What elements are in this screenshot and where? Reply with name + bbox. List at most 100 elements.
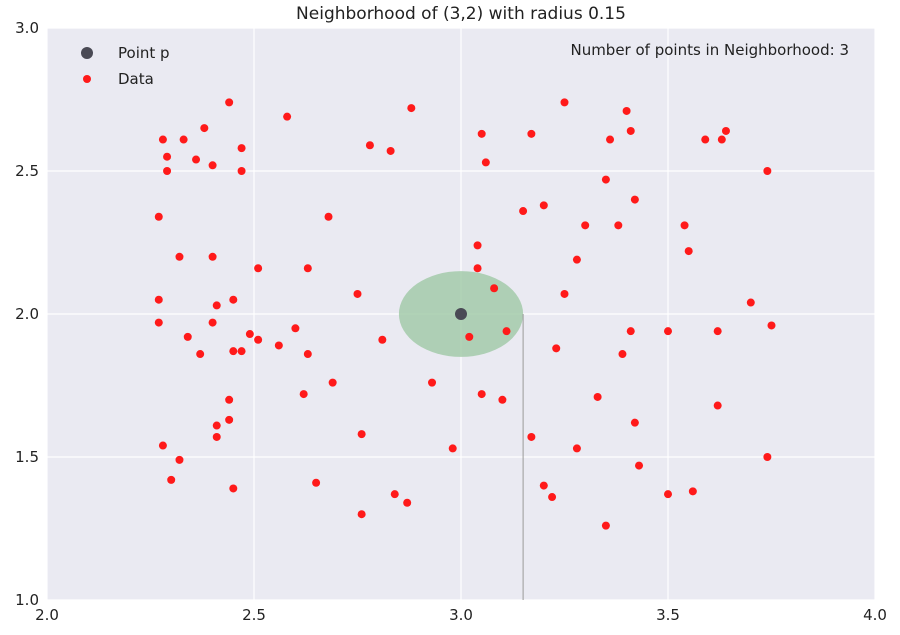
data-point-35 (328, 378, 337, 387)
data-point-16 (208, 252, 217, 261)
data-point-22 (208, 318, 217, 327)
data-point-90 (721, 126, 730, 135)
data-point-55 (473, 264, 482, 273)
data-point-4 (179, 135, 188, 144)
x-tick-label-2: 3.0 (449, 606, 473, 624)
data-point-3 (163, 167, 172, 175)
data-point-42 (167, 475, 176, 484)
data-point-67 (606, 135, 615, 144)
y-tick-label-3: 2.5 (15, 162, 39, 180)
legend-label-point-p: Point p (118, 44, 170, 62)
data-point-66 (601, 175, 610, 184)
data-point-87 (688, 487, 697, 496)
data-point-80 (593, 392, 602, 401)
data-point-98 (767, 321, 776, 330)
data-point-58 (477, 390, 486, 399)
data-point-62 (519, 207, 528, 216)
x-tick-label-3: 3.5 (656, 606, 680, 624)
data-point-34 (299, 390, 308, 399)
data-point-75 (552, 344, 561, 353)
data-point-68 (622, 106, 631, 115)
data-point-48 (403, 498, 412, 507)
data-point-97 (763, 167, 772, 175)
data-point-6 (192, 155, 201, 164)
data-point-89 (717, 135, 726, 144)
data-point-45 (357, 430, 366, 439)
y-tick-label-1: 1.5 (15, 448, 39, 466)
data-point-77 (626, 327, 635, 336)
data-point-99 (763, 453, 772, 461)
data-point-51 (428, 378, 437, 387)
data-point-71 (614, 221, 623, 230)
data-point-53 (465, 332, 474, 341)
data-point-36 (225, 395, 234, 404)
data-point-28 (229, 347, 238, 356)
data-point-24 (196, 350, 205, 359)
data-point-74 (560, 289, 569, 298)
data-point-33 (303, 350, 312, 359)
data-point-23 (183, 332, 192, 341)
data-point-9 (237, 144, 246, 153)
data-point-11 (283, 112, 292, 121)
x-tick-label-0: 2.0 (35, 606, 59, 624)
data-point-73 (572, 255, 581, 264)
legend-marker-data (83, 75, 91, 83)
y-tick-label-0: 1.0 (15, 591, 39, 609)
data-point-15 (175, 252, 184, 261)
neighborhood-count-annotation: Number of points in Neighborhood: 3 (570, 41, 849, 59)
data-point-20 (212, 301, 221, 310)
data-point-1 (158, 135, 167, 144)
data-point-17 (254, 264, 263, 273)
data-point-49 (353, 289, 362, 298)
data-point-78 (527, 432, 536, 441)
data-point-82 (635, 461, 644, 470)
x-tick-label-1: 2.5 (242, 606, 266, 624)
data-point-8 (225, 98, 234, 107)
x-tick-label-4: 4.0 (863, 606, 887, 624)
data-point-13 (386, 146, 395, 155)
data-point-25 (245, 330, 254, 339)
data-point-70 (581, 221, 590, 230)
data-point-64 (539, 201, 548, 210)
data-point-38 (212, 421, 221, 430)
data-point-85 (601, 521, 610, 530)
data-point-76 (618, 350, 627, 359)
data-point-27 (237, 347, 246, 356)
data-point-46 (357, 510, 366, 519)
data-point-57 (502, 327, 511, 336)
data-point-7 (208, 161, 217, 170)
data-point-18 (154, 295, 163, 304)
data-point-19 (154, 318, 163, 327)
chart-title: Neighborhood of (3,2) with radius 0.15 (296, 4, 626, 24)
data-point-31 (303, 264, 312, 273)
data-point-91 (680, 221, 689, 230)
data-point-26 (254, 335, 263, 344)
data-point-83 (539, 481, 548, 490)
data-point-50 (378, 335, 387, 344)
data-point-39 (212, 432, 221, 441)
data-point-12 (365, 141, 374, 150)
legend-marker-point-p (81, 47, 93, 59)
y-tick-label-2: 2.0 (15, 305, 39, 323)
data-point-5 (200, 124, 209, 133)
data-point-94 (713, 327, 722, 336)
data-point-72 (630, 195, 639, 204)
data-point-10 (237, 167, 246, 175)
data-point-59 (498, 395, 507, 404)
data-point-65 (560, 98, 569, 107)
data-point-41 (175, 455, 184, 464)
data-point-14 (407, 104, 416, 113)
data-point-61 (481, 158, 490, 167)
legend: Point p Data (81, 44, 170, 88)
point-p-marker (455, 308, 467, 320)
data-point-21 (229, 295, 238, 304)
data-point-92 (684, 247, 693, 256)
legend-label-data: Data (118, 70, 154, 88)
data-point-2 (163, 152, 172, 161)
data-point-56 (490, 284, 499, 293)
data-point-54 (473, 241, 482, 250)
data-point-32 (324, 212, 333, 221)
data-points (154, 98, 776, 530)
data-point-47 (390, 490, 399, 499)
